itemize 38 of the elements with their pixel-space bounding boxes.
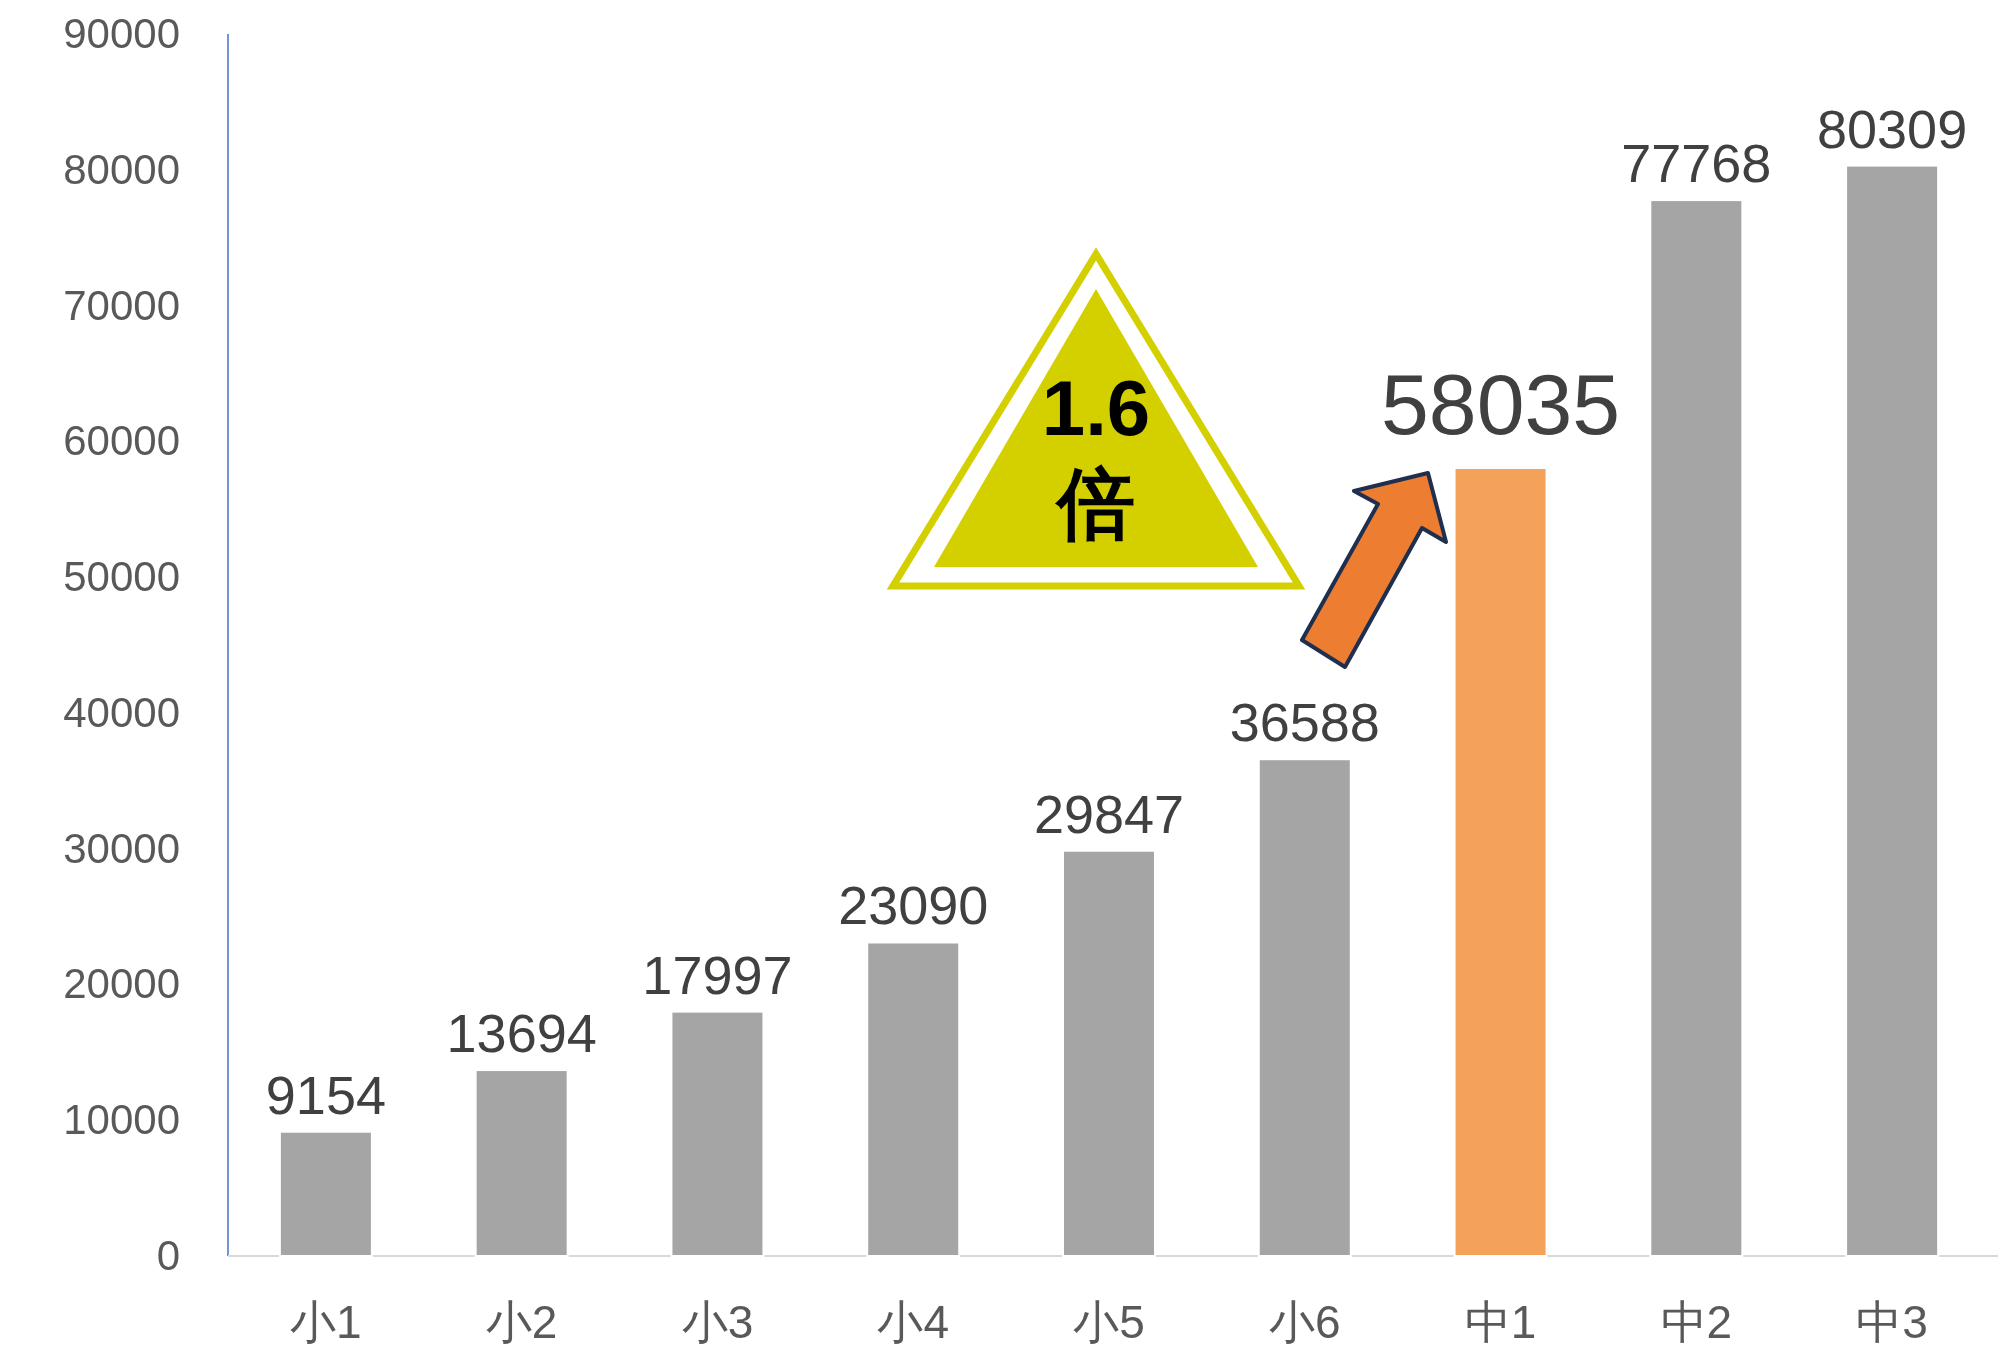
data-label: 9154 [265,1064,386,1125]
annotation: 1.6倍 [1040,363,1152,550]
data-label: 58035 [1380,356,1621,453]
bar [1453,467,1548,1257]
bar [866,941,961,1257]
data-label: 13694 [446,1003,597,1064]
x-tick-label: 中1 [1464,1296,1537,1348]
x-tick-label: 中2 [1660,1296,1733,1348]
y-tick-label: 0 [156,1232,180,1279]
y-tick-label: 10000 [63,1096,180,1144]
y-tick-label: 70000 [63,281,180,329]
bar [1061,849,1157,1257]
x-tick-label: 小5 [1073,1296,1145,1348]
data-label: 29847 [1033,783,1185,844]
x-tick-label: 小4 [877,1296,950,1348]
bar [278,1130,373,1257]
x-tick-label: 小2 [485,1296,558,1348]
bar [474,1069,569,1257]
data-label: 17997 [642,944,793,1005]
x-tick-label: 小3 [681,1296,754,1348]
bar [1649,199,1744,1257]
data-label: 36588 [1229,692,1380,753]
x-tick-label: 小6 [1268,1296,1341,1348]
bar [670,1010,765,1257]
y-tick-label: 30000 [63,824,180,872]
y-tick-label: 40000 [63,688,180,736]
x-tick-label: 小1 [290,1296,362,1348]
y-tick-label: 50000 [63,553,180,601]
x-tick-label: 中3 [1856,1296,1928,1348]
data-label: 23090 [838,875,989,936]
data-label: 77768 [1621,133,1772,194]
data-label: 80309 [1817,98,1968,159]
y-tick-label: 60000 [63,417,180,465]
y-tick-label: 80000 [63,145,180,193]
bar [1845,164,1940,1257]
y-tick-label: 90000 [63,10,180,57]
bar [1257,758,1352,1257]
y-tick-label: 20000 [63,960,180,1008]
